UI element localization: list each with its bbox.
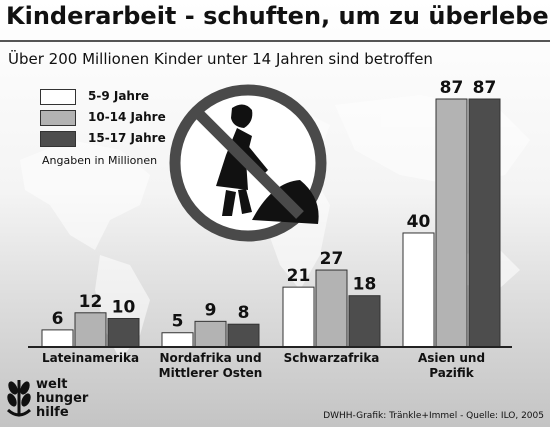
legend-label: 5-9 Jahre xyxy=(88,89,150,103)
legend-swatch xyxy=(40,89,76,105)
bar-nordafrika-15-17 xyxy=(227,323,260,348)
no-child-labour-sign xyxy=(169,84,327,242)
legend-label: 15-17 Jahre xyxy=(88,131,166,145)
wheat-logo-icon xyxy=(6,380,32,417)
value-labels: 6 12 10 5 9 8 21 27 18 40 87 87 xyxy=(52,78,497,332)
value-label-asien-10-14: 87 xyxy=(440,78,464,98)
chart-title: Kinderarbeit - schuften, um zu überleben xyxy=(6,2,550,30)
value-label-asien-5-9: 40 xyxy=(407,212,431,232)
category-label-lateinamerika: Lateinamerika xyxy=(42,351,139,365)
legend-swatch xyxy=(40,131,76,147)
chart-subtitle: Über 200 Millionen Kinder unter 14 Jahre… xyxy=(8,50,433,68)
bar-schwarzafrika-10-14 xyxy=(315,269,348,348)
logo-text-line: welt xyxy=(36,377,68,392)
logo-text-line: hilfe xyxy=(36,405,69,420)
value-label-nordafrika-5-9: 5 xyxy=(172,312,184,332)
bar-asien-5-9 xyxy=(402,232,435,348)
value-label-lateinamerika-15-17: 10 xyxy=(112,297,136,317)
unit-note: Angaben in Millionen xyxy=(42,154,158,167)
value-label-nordafrika-15-17: 8 xyxy=(238,303,250,323)
value-label-asien-15-17: 87 xyxy=(473,78,497,98)
bar-asien-10-14 xyxy=(435,98,468,348)
bar-nordafrika-5-9 xyxy=(161,332,194,348)
legend-label: 10-14 Jahre xyxy=(88,110,166,124)
value-label-nordafrika-10-14: 9 xyxy=(205,300,217,320)
bars xyxy=(41,98,501,348)
category-label-schwarzafrika: Schwarzafrika xyxy=(284,351,380,365)
category-label-asien: Asien und Pazifik xyxy=(418,351,485,380)
bar-lateinamerika-15-17 xyxy=(107,317,140,348)
welthungerhilfe-logo: welt hunger hilfe xyxy=(6,376,116,422)
logo-text-line: hunger xyxy=(36,391,89,406)
bar-schwarzafrika-5-9 xyxy=(282,286,315,348)
title-divider xyxy=(0,40,550,42)
bar-asien-15-17 xyxy=(468,98,501,348)
value-label-schwarzafrika-15-17: 18 xyxy=(353,275,377,295)
bar-lateinamerika-5-9 xyxy=(41,329,74,348)
value-label-schwarzafrika-5-9: 21 xyxy=(287,266,311,286)
value-label-lateinamerika-5-9: 6 xyxy=(52,309,64,329)
value-label-schwarzafrika-10-14: 27 xyxy=(320,249,344,269)
category-labels: Lateinamerika Nordafrika und Mittlerer Ost… xyxy=(42,351,485,380)
value-label-lateinamerika-10-14: 12 xyxy=(79,292,103,312)
bar-lateinamerika-10-14 xyxy=(74,312,107,348)
legend-swatch xyxy=(40,110,76,126)
bar-schwarzafrika-15-17 xyxy=(348,295,381,348)
category-label-nordafrika: Nordafrika und Mittlerer Osten xyxy=(159,351,263,380)
bar-nordafrika-10-14 xyxy=(194,320,227,348)
source-note: DWHH-Grafik: Tränkle+Immel - Quelle: ILO… xyxy=(323,411,544,421)
